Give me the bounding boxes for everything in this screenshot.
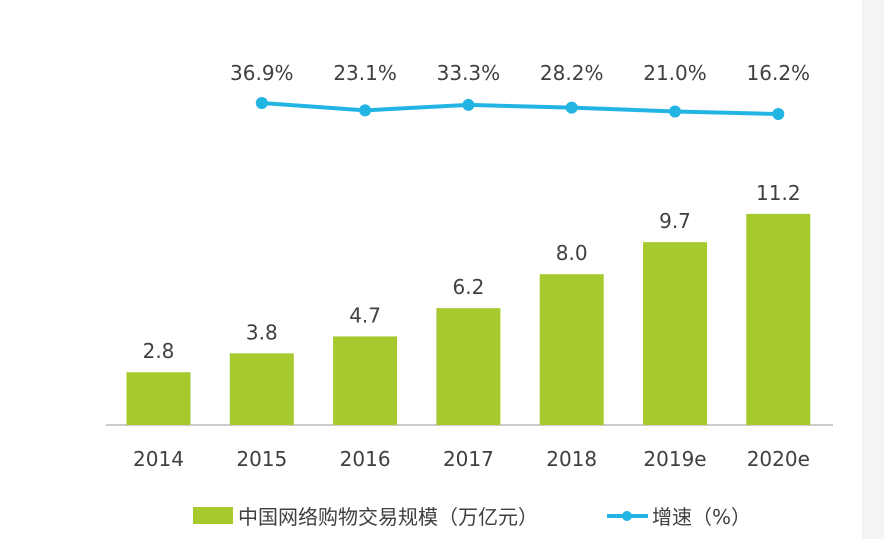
growth-value-label: 36.9% <box>230 61 294 85</box>
right-edge-strip <box>862 0 884 539</box>
bar-value-label: 6.2 <box>452 275 484 299</box>
bar-value-label: 9.7 <box>659 209 691 233</box>
bar-value-label: 8.0 <box>556 241 588 265</box>
bar-2020e <box>746 213 811 425</box>
growth-value-label: 28.2% <box>540 61 604 85</box>
growth-point-2020e <box>772 108 785 120</box>
x-tick-label: 2020e <box>747 447 810 471</box>
growth-value-label: 33.3% <box>437 61 501 85</box>
bar-2017 <box>436 308 501 425</box>
bar-2016 <box>333 336 398 425</box>
growth-point-2018 <box>565 101 578 114</box>
growth-point-2015 <box>255 97 268 110</box>
growth-value-label: 16.2% <box>747 61 811 85</box>
growth-value-label: 23.1% <box>333 61 397 85</box>
bar-value-label: 11.2 <box>756 181 801 205</box>
bar-value-label: 2.8 <box>143 339 175 363</box>
bar-2015 <box>229 353 294 425</box>
bar-2019e <box>643 242 707 425</box>
growth-point-2017 <box>462 98 475 111</box>
legend-line-marker <box>622 511 632 521</box>
legend-bar-label: 中国网络购物交易规模（万亿元） <box>238 505 538 529</box>
x-tick-label: 2018 <box>546 447 597 471</box>
growth-line <box>261 101 779 116</box>
x-tick-label: 2017 <box>443 447 494 471</box>
growth-point-2019e <box>669 105 681 118</box>
bar-value-label: 4.7 <box>349 303 381 327</box>
x-tick-label: 2015 <box>236 447 287 471</box>
growth-point-2016 <box>359 104 372 117</box>
x-tick-label: 2016 <box>340 447 391 471</box>
bar-value-label: 3.8 <box>246 320 278 344</box>
legend: 中国网络购物交易规模（万亿元） 增速（%） <box>193 505 751 529</box>
x-tick-label: 2019e <box>643 447 706 471</box>
legend-line-label: 增速（%） <box>652 505 751 529</box>
x-tick-label: 2014 <box>133 447 184 471</box>
legend-bar-swatch <box>193 507 233 524</box>
bar-2018 <box>539 274 604 425</box>
bar-2014 <box>126 372 191 425</box>
growth-value-label: 21.0% <box>643 61 707 85</box>
